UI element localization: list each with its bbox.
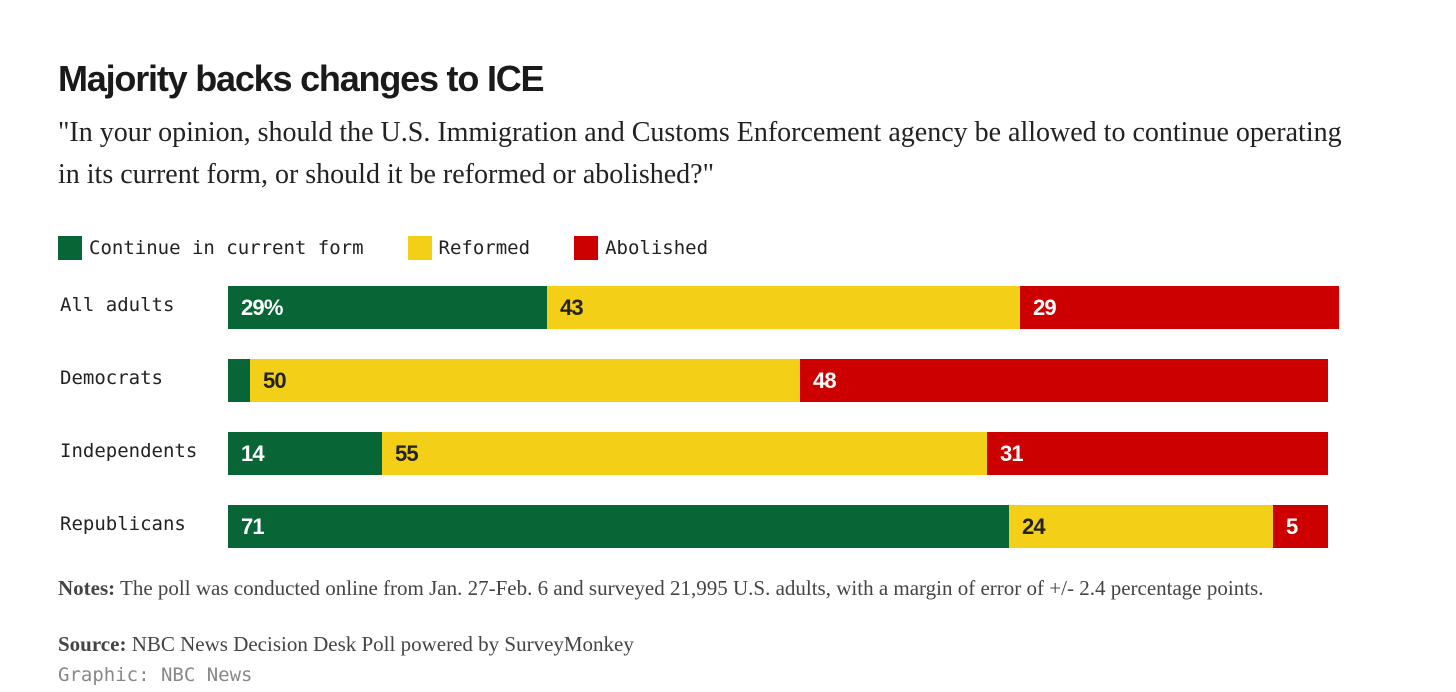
source-label: Source:	[58, 632, 127, 656]
bar-segment-continue-in-current-form-democrats	[228, 359, 250, 402]
legend-item-continue: Continue in current form	[58, 236, 364, 260]
category-label-democrats: Democrats	[60, 367, 163, 389]
legend-label-continue: Continue in current form	[89, 237, 364, 259]
legend-swatch-reformed	[407, 236, 432, 260]
chart-credit: Graphic: NBC News	[58, 664, 253, 686]
data-label: 43	[560, 295, 584, 320]
data-label: 29%	[241, 295, 283, 320]
chart-source: Source: NBC News Decision Desk Poll powe…	[58, 632, 634, 657]
bar-segment-abolished-democrats: 48	[800, 359, 1328, 402]
bar-row-democrats: 50 48	[228, 359, 1328, 402]
notes-label: Notes:	[58, 576, 116, 600]
category-label-all-adults: All adults	[60, 294, 175, 316]
data-label: 50	[263, 368, 287, 393]
bar-segment-continue-in-current-form-independents: 14	[228, 432, 382, 475]
legend-label-abolished: Abolished	[605, 237, 709, 259]
bar-segment-continue-in-current-form-all-adults: 29%	[228, 286, 547, 329]
chart-title: Majority backs changes to ICE	[58, 58, 545, 99]
legend-item-abolished: Abolished	[574, 236, 708, 260]
legend-item-reformed: Reformed	[407, 236, 531, 260]
bar-row-all-adults: 29% 43 29	[228, 286, 1339, 329]
bar-row-independents: 14 55 31	[228, 432, 1328, 475]
bar-segment-continue-in-current-form-republicans: 71	[228, 505, 1009, 548]
bar-segment-abolished-republicans: 5	[1273, 505, 1328, 548]
data-label: 71	[241, 514, 265, 539]
chart-notes: Notes: The poll was conducted online fro…	[58, 575, 1358, 601]
source-text: NBC News Decision Desk Poll powered by S…	[126, 632, 634, 656]
chart-subtitle: "In your opinion, should the U.S. Immigr…	[58, 117, 1342, 190]
bar-segment-reformed-all-adults: 43	[547, 286, 1020, 329]
data-label: 48	[813, 368, 837, 393]
category-label-independents: Independents	[60, 440, 198, 462]
notes-text: The poll was conducted online from Jan. …	[115, 576, 1264, 600]
data-label: 29	[1033, 295, 1057, 320]
legend-swatch-abolished	[574, 236, 599, 260]
data-label: 55	[395, 441, 419, 466]
bar-segment-abolished-independents: 31	[987, 432, 1328, 475]
data-label: 5	[1286, 514, 1298, 539]
bar-row-republicans: 71 24 5	[228, 505, 1328, 548]
data-label: 31	[1000, 441, 1024, 466]
legend-swatch-continue	[58, 236, 82, 260]
chart-legend: Continue in current form Reformed Abolis…	[58, 235, 752, 261]
legend-label-reformed: Reformed	[438, 237, 531, 259]
data-label: 14	[241, 441, 265, 466]
category-label-republicans: Republicans	[60, 513, 186, 535]
data-label: 24	[1022, 514, 1046, 539]
bar-segment-reformed-republicans: 24	[1009, 505, 1273, 548]
bar-segment-reformed-independents: 55	[382, 432, 987, 475]
bar-segment-abolished-all-adults: 29	[1020, 286, 1339, 329]
bar-segment-reformed-democrats: 50	[250, 359, 800, 402]
